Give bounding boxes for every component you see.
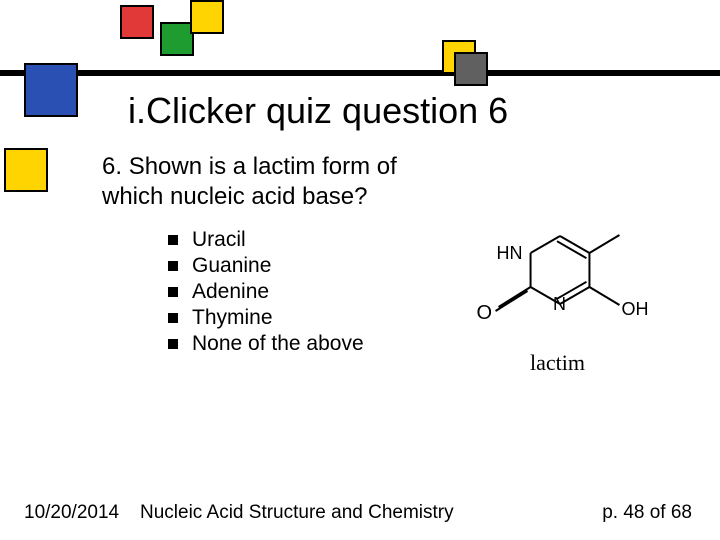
bullet-icon (168, 235, 178, 245)
footer-date: 10/20/2014 (24, 502, 119, 524)
bullet-icon (168, 287, 178, 297)
option-row: Thymine (168, 306, 364, 330)
bullet-icon (168, 313, 178, 323)
footer-title: Nucleic Acid Structure and Chemistry (140, 502, 454, 524)
decor-square (454, 52, 488, 86)
svg-text:N: N (553, 294, 566, 314)
decor-square (24, 63, 78, 117)
option-row: Uracil (168, 228, 364, 252)
footer-page: p. 48 of 68 (602, 502, 692, 524)
option-text: Uracil (192, 228, 246, 252)
question-number: 6. (102, 153, 122, 180)
option-text: Guanine (192, 254, 271, 278)
svg-text:HN: HN (497, 243, 523, 263)
svg-text:OH: OH (621, 299, 648, 319)
option-text: Thymine (192, 306, 273, 330)
option-row: Adenine (168, 280, 364, 304)
option-row: Guanine (168, 254, 364, 278)
slide-title: i.Clicker quiz question 6 (128, 90, 508, 132)
decorative-squares (0, 0, 720, 85)
question-body: Shown is a lactim form of which nucleic … (102, 153, 397, 210)
svg-text:lactim: lactim (530, 350, 585, 375)
bullet-icon (168, 261, 178, 271)
option-row: None of the above (168, 332, 364, 356)
option-text: Adenine (192, 280, 269, 304)
decor-square (120, 5, 154, 39)
chemical-structure: O N OH HN lactim (440, 210, 690, 390)
option-text: None of the above (192, 332, 364, 356)
bullet-icon (168, 339, 178, 349)
svg-text:O: O (477, 302, 493, 324)
decor-square (4, 148, 48, 192)
decor-square (190, 0, 224, 34)
decor-square (160, 22, 194, 56)
options-list: UracilGuanineAdenineThymineNone of the a… (168, 228, 364, 358)
question-text: 6. Shown is a lactim form of which nucle… (102, 152, 432, 212)
